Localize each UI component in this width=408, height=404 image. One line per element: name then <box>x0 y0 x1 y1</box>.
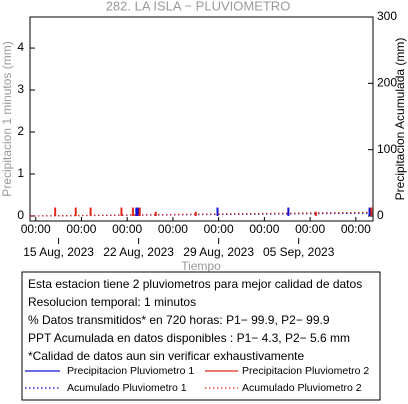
y2-tick-label: 200 <box>377 76 397 90</box>
info-box <box>21 271 381 401</box>
x-tick-label: 00:00 <box>295 222 325 236</box>
x-tick-label: 00:00 <box>158 222 188 236</box>
y2-tick-label: 300 <box>377 9 397 23</box>
bar <box>137 207 140 216</box>
info-text: *Calidad de datos aun sin verificar exha… <box>28 349 304 363</box>
x-date-label: 05 Sep, 2023 <box>263 245 335 259</box>
x-tick-label: 00:00 <box>112 222 142 236</box>
x-tick-label: 00:00 <box>204 222 234 236</box>
bar <box>194 211 197 216</box>
bar <box>54 207 57 216</box>
bar <box>154 211 157 216</box>
bar <box>131 207 134 216</box>
x-date-label: 29 Aug, 2023 <box>183 245 254 259</box>
info-text: Esta estacion tiene 2 pluviometros para … <box>28 277 362 291</box>
x-tick-label: 00:00 <box>249 222 279 236</box>
bar <box>135 207 138 216</box>
x-date-label: 15 Aug, 2023 <box>23 245 94 259</box>
bar <box>368 207 371 216</box>
bar <box>120 207 123 216</box>
x-date-label: 22 Aug, 2023 <box>103 245 174 259</box>
y2-tick-label: 100 <box>377 142 397 156</box>
y-axis-label: Precipitacion 1 minutos (mm) <box>0 41 14 196</box>
bar <box>314 211 317 216</box>
legend-label: Acumulado Pluviometro 2 <box>242 382 362 394</box>
info-text: PPT Acumulada en datos disponibles : P1−… <box>28 331 350 345</box>
chart-title: 282. LA ISLA − PLUVIOMETRO <box>106 0 291 13</box>
plot-frame <box>29 16 374 222</box>
y-tick-label: 3 <box>17 82 24 96</box>
y-tick-label: 2 <box>17 124 24 138</box>
bar <box>138 207 141 216</box>
bar <box>216 207 219 216</box>
info-text: % Datos transmitidos* en 720 horas: P1− … <box>28 313 330 327</box>
y-tick-label: 0 <box>17 208 24 222</box>
legend-label: Precipitacion Pluviometro 1 <box>67 365 194 377</box>
y2-axis-label: Precipitacion Acumulada (mm) <box>393 38 407 201</box>
y2-tick-label: 0 <box>377 208 384 222</box>
y-tick-label: 4 <box>17 40 24 54</box>
accumulated-line <box>29 211 374 217</box>
bar <box>74 207 77 216</box>
x-tick-label: 00:00 <box>66 222 96 236</box>
info-text: Resolucion temporal: 1 minutos <box>28 295 196 309</box>
y-tick-label: 1 <box>17 166 24 180</box>
bar <box>287 207 290 216</box>
legend-label: Acumulado Pluviometro 1 <box>67 382 187 394</box>
legend-label: Precipitacion Pluviometro 2 <box>242 365 369 377</box>
x-tick-label: 00:00 <box>21 222 51 236</box>
x-tick-label: 00:00 <box>341 222 371 236</box>
bar <box>89 207 92 216</box>
accumulated-line <box>29 212 374 217</box>
x-axis-label: Tiempo <box>181 259 221 273</box>
